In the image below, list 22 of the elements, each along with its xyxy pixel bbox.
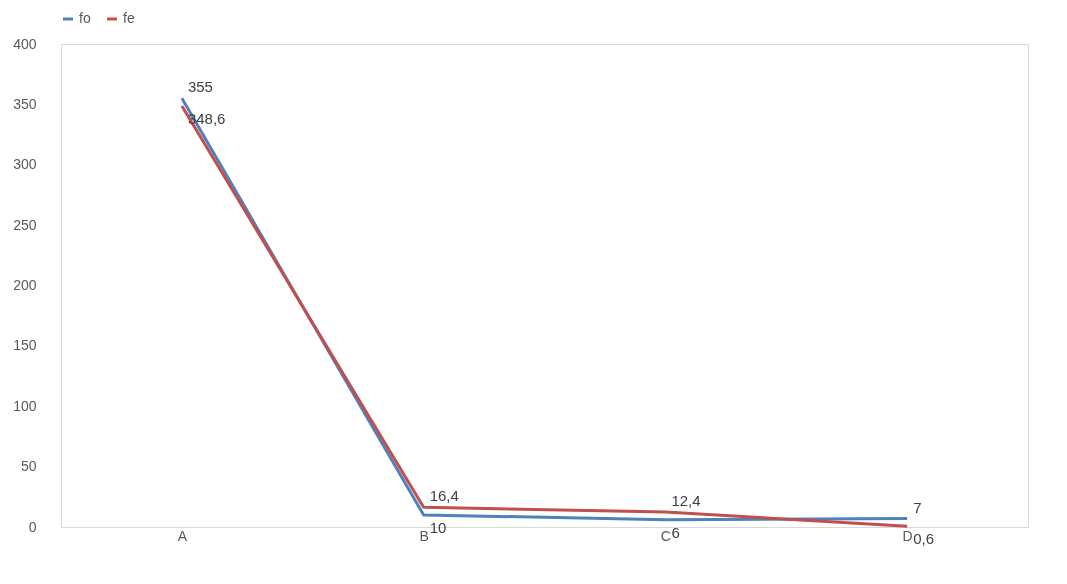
y-tick-label: 400 xyxy=(13,35,37,52)
x-tick-label: A xyxy=(177,527,188,544)
legend-label: fe xyxy=(123,10,135,26)
x-tick-label: C xyxy=(660,527,671,544)
data-label: 355 xyxy=(187,78,213,96)
data-label: 10 xyxy=(429,518,447,536)
data-label: 6 xyxy=(671,523,680,541)
data-label: 0,6 xyxy=(913,530,934,548)
data-label: 7 xyxy=(913,498,922,516)
y-tick-label: 200 xyxy=(13,277,37,293)
y-tick-label: 350 xyxy=(13,95,37,112)
y-tick-label: 100 xyxy=(13,397,37,414)
y-tick-label: 300 xyxy=(13,156,37,173)
x-tick-label: B xyxy=(419,527,429,544)
data-label: 16,4 xyxy=(429,487,459,505)
y-tick-label: 50 xyxy=(20,458,37,475)
y-tick-label: 250 xyxy=(13,216,37,233)
data-label: 12,4 xyxy=(671,492,701,510)
legend-label: fo xyxy=(79,10,91,26)
y-tick-label: 0 xyxy=(28,518,37,535)
x-tick-label: D xyxy=(902,527,913,544)
y-tick-label: 150 xyxy=(13,337,37,354)
